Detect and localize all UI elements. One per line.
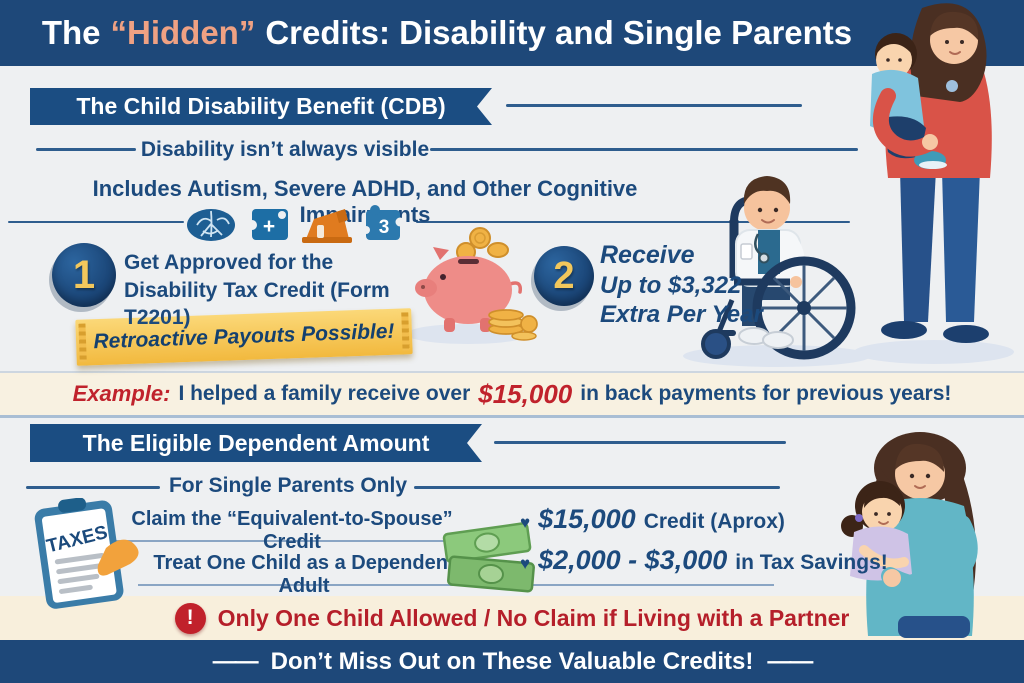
step-2-badge: 2 xyxy=(534,246,594,306)
benefit-credit: ♥ $15,000 Credit (Aprox) xyxy=(520,504,785,535)
benefit-savings: ♥ $2,000 - $3,000 in Tax Savings! xyxy=(520,545,888,576)
girl-figure xyxy=(841,481,912,581)
divider-line xyxy=(430,148,858,151)
divider-line xyxy=(36,148,136,151)
step-2-line-3: Extra Per Year xyxy=(600,300,763,328)
mother-hugging-girl-illustration xyxy=(841,432,978,638)
divider-line xyxy=(26,486,160,489)
title-pre: The xyxy=(41,14,101,51)
benefit-credit-amount: $15,000 xyxy=(538,504,636,534)
divider-line xyxy=(494,441,786,444)
puzzle-plus-glyph: + xyxy=(263,215,275,238)
claim-equivalent-to-spouse: Claim the “Equivalent-to-Spouse” Credit xyxy=(131,508,453,553)
dash-left: —— xyxy=(212,647,259,675)
divider-line xyxy=(116,540,464,542)
step-1-text: Get Approved for the Disability Tax Cred… xyxy=(124,249,454,332)
boy-in-wheelchair-illustration xyxy=(683,176,871,367)
piggy-bank-illustration xyxy=(406,227,538,344)
step-2-text: Receive Up to $3,322 Extra Per Year xyxy=(600,240,795,329)
section2-subtitle: For Single Parents Only xyxy=(168,474,408,497)
step-1-line-2: Disability Tax Credit (Form T2201) xyxy=(124,278,390,330)
warning-band: ! Only One Child Allowed / No Claim if L… xyxy=(0,596,1024,640)
claim-dependent-adult: Treat One Child as a Dependent Adult xyxy=(153,552,455,597)
top-banner: The “Hidden” Credits: Disability and Sin… xyxy=(0,0,1024,66)
school-desk-icon xyxy=(302,209,352,243)
puzzle-three-icon: 3 xyxy=(362,205,405,240)
example-amount: $15,000 xyxy=(478,378,573,409)
footer-text: Don’t Miss Out on These Valuable Credits… xyxy=(270,647,754,675)
money-bills-icon xyxy=(442,522,535,593)
title-hidden-word: “Hidden” xyxy=(110,14,256,51)
step-2-line-2: Up to $3,322 xyxy=(600,271,742,299)
section1-ribbon-label: The Child Disability Benefit (CDB) xyxy=(76,93,446,119)
example-text-after: in back payments for previous years! xyxy=(580,382,952,405)
brain-icon xyxy=(187,209,235,241)
bottom-banner: —— Don’t Miss Out on These Valuable Cred… xyxy=(0,640,1024,683)
step-1-line-1: Get Approved for the xyxy=(124,251,334,274)
heart-bullet-icon: ♥ xyxy=(520,513,531,532)
puzzle-three-glyph: 3 xyxy=(379,217,390,238)
section1-subtitle: Disability isn’t always visible xyxy=(140,138,430,161)
benefit-savings-text: in Tax Savings! xyxy=(735,551,888,574)
dash-right: —— xyxy=(767,647,813,675)
section2-ribbon-label: The Eligible Dependent Amount xyxy=(82,429,430,456)
divider-line xyxy=(416,221,850,223)
coin-stack-icon xyxy=(488,309,538,341)
falling-coins-icon xyxy=(456,227,509,262)
example-text-before: I helped a family receive over xyxy=(178,382,471,405)
example-label: Example: xyxy=(72,381,171,406)
puzzle-plus-icon: + xyxy=(247,209,288,240)
exclamation-icon: ! xyxy=(174,602,206,634)
divider-line xyxy=(414,486,780,489)
awareness-icons-row: + 3 xyxy=(187,205,405,243)
title-post: Credits: Disability and Single Parents xyxy=(265,14,853,51)
section2-ribbon: The Eligible Dependent Amount xyxy=(30,424,482,462)
step-1-badge: 1 xyxy=(52,243,116,307)
example-band: Example: I helped a family receive over … xyxy=(0,371,1024,418)
heart-bullet-icon: ♥ xyxy=(520,554,531,573)
step-2-number: 2 xyxy=(553,254,575,297)
section1-ribbon: The Child Disability Benefit (CDB) xyxy=(30,88,492,125)
mother-carrying-child-illustration xyxy=(854,3,1014,364)
hand-icon xyxy=(97,539,139,576)
taxes-clipboard-illustration: TAXES xyxy=(34,498,139,609)
divider-line xyxy=(8,221,184,223)
benefit-credit-text: Credit (Aprox) xyxy=(643,510,785,533)
step-2-line-1: Receive xyxy=(600,241,695,269)
benefit-savings-amount: $2,000 - $3,000 xyxy=(538,545,728,575)
page-title: The “Hidden” Credits: Disability and Sin… xyxy=(42,14,982,52)
divider-line xyxy=(506,104,802,107)
warning-text: Only One Child Allowed / No Claim if Liv… xyxy=(217,604,850,631)
exclamation-glyph: ! xyxy=(186,606,194,629)
step-1-number: 1 xyxy=(72,252,96,297)
